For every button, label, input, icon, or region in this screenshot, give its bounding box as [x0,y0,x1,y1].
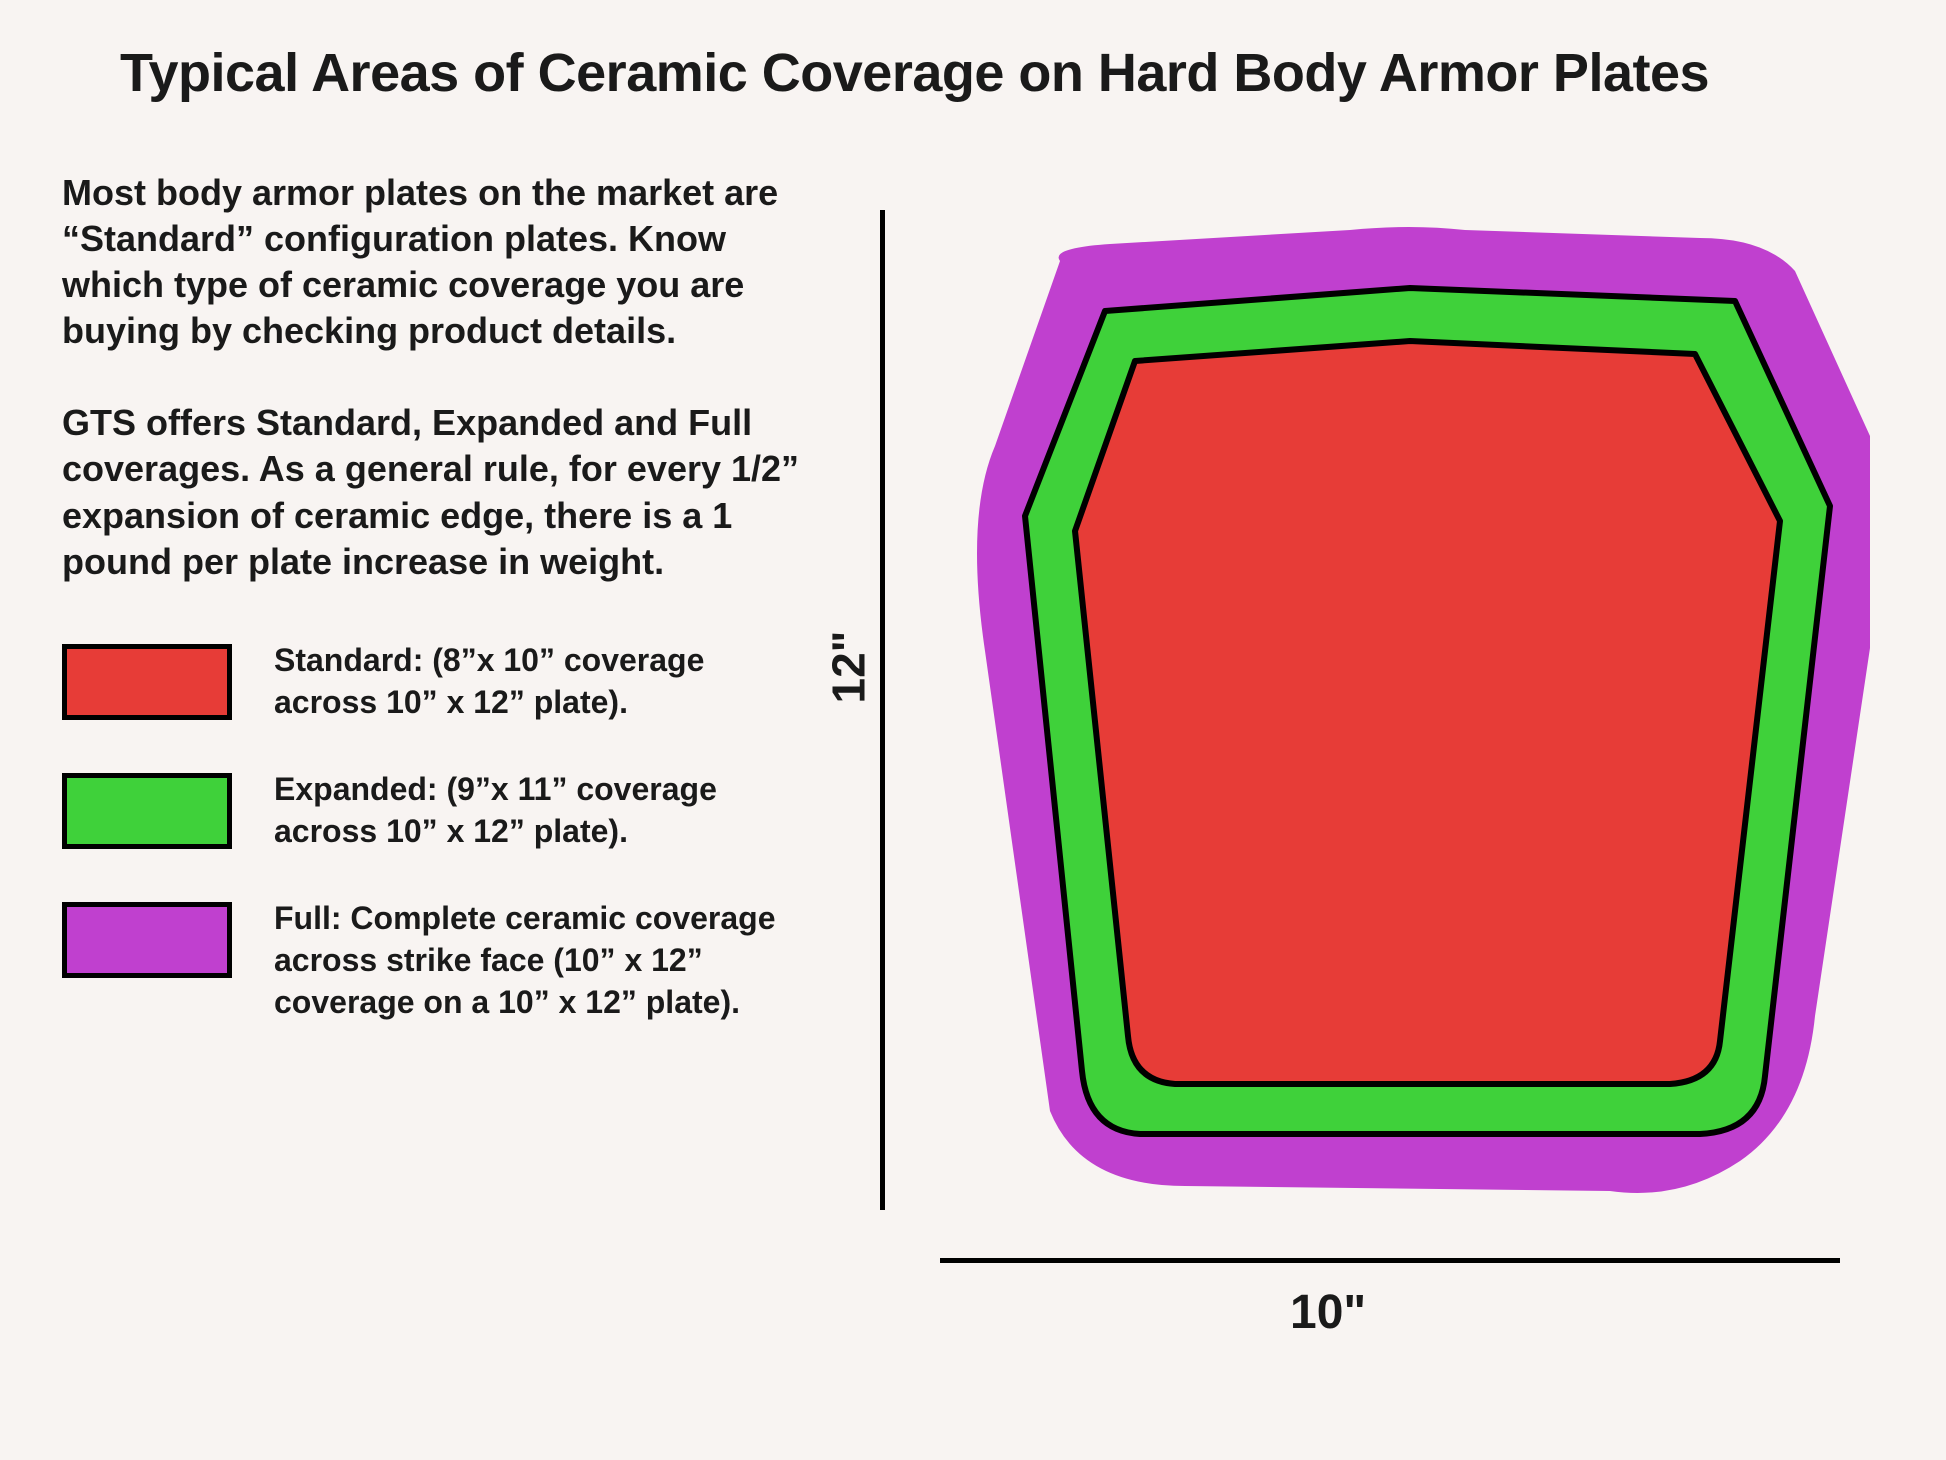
legend-row-expanded: Expanded: (9”x 11” coverage across 10” x… [62,769,802,852]
swatch-standard [62,644,232,720]
page-title: Typical Areas of Ceramic Coverage on Har… [120,42,1820,104]
dimension-label-height: 12" [821,631,875,704]
legend-label-standard: Standard: (8”x 10” coverage across 10” x… [274,640,802,723]
swatch-full [62,902,232,978]
legend-label-full: Full: Complete ceramic coverage across s… [274,898,802,1023]
plate-diagram: 12" 10" [870,200,1870,1380]
dimension-label-width: 10" [1290,1285,1366,1340]
legend-row-full: Full: Complete ceramic coverage across s… [62,898,802,1023]
layer-standard [1075,341,1780,1084]
legend-label-expanded: Expanded: (9”x 11” coverage across 10” x… [274,769,802,852]
intro-text: Most body armor plates on the market are… [62,170,812,585]
intro-paragraph-1: Most body armor plates on the market are… [62,170,812,354]
legend-row-standard: Standard: (8”x 10” coverage across 10” x… [62,640,802,723]
plate-svg [870,200,1870,1240]
dimension-line-horizontal [940,1258,1840,1263]
intro-paragraph-2: GTS offers Standard, Expanded and Full c… [62,400,812,584]
legend: Standard: (8”x 10” coverage across 10” x… [62,640,802,1069]
swatch-expanded [62,773,232,849]
